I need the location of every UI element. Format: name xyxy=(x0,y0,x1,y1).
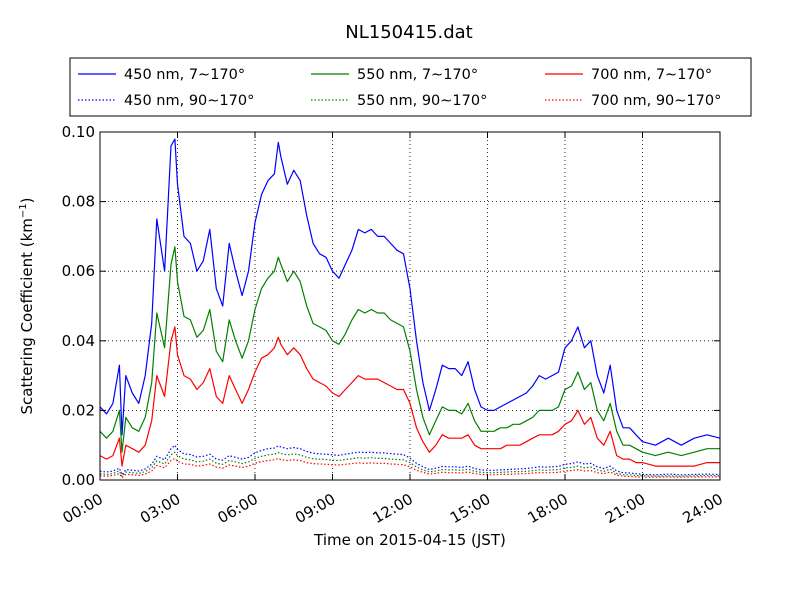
series-line-3 xyxy=(99,444,721,476)
y-axis-label: Scattering Coefficient (km−1) xyxy=(18,197,36,414)
legend-label: 700 nm, 90∼170° xyxy=(591,93,721,109)
y-axis-label-exponent: −1 xyxy=(18,203,29,218)
legend-frame xyxy=(69,57,752,117)
x-axis-label: Time on 2015-04-15 (JST) xyxy=(313,531,506,549)
y-axis-label-close: ) xyxy=(18,197,36,203)
legend-label: 450 nm, 7∼170° xyxy=(124,67,245,83)
y-tick-label: 0.04 xyxy=(62,332,95,350)
legend-items: 450 nm, 7∼170° 550 nm, 7∼170° 700 nm, 7∼17… xyxy=(78,67,721,109)
plot-area xyxy=(100,132,720,480)
y-tick-label: 0.10 xyxy=(62,123,95,141)
chart-title: NL150415.dat xyxy=(345,22,472,43)
series-layer xyxy=(99,138,721,479)
series-line-1 xyxy=(99,246,720,457)
series-line-2 xyxy=(99,326,720,467)
y-tick-label: 0.00 xyxy=(62,471,95,489)
y-tick-label: 0.02 xyxy=(62,401,95,419)
legend-label: 700 nm, 7∼170° xyxy=(591,67,712,83)
y-tick-label: 0.08 xyxy=(62,193,95,211)
legend-label: 550 nm, 7∼170° xyxy=(357,67,478,83)
series-line-0 xyxy=(99,138,721,446)
y-axis-label-main: Scattering Coefficient (km xyxy=(18,218,36,414)
legend-label: 550 nm, 90∼170° xyxy=(357,93,487,109)
series-line-5 xyxy=(99,457,720,479)
series-line-4 xyxy=(99,451,721,478)
legend-label: 450 nm, 90∼170° xyxy=(124,93,254,109)
y-tick-label: 0.06 xyxy=(62,262,95,280)
legend: 450 nm, 7∼170° 550 nm, 7∼170° 700 nm, 7∼17… xyxy=(69,57,752,117)
